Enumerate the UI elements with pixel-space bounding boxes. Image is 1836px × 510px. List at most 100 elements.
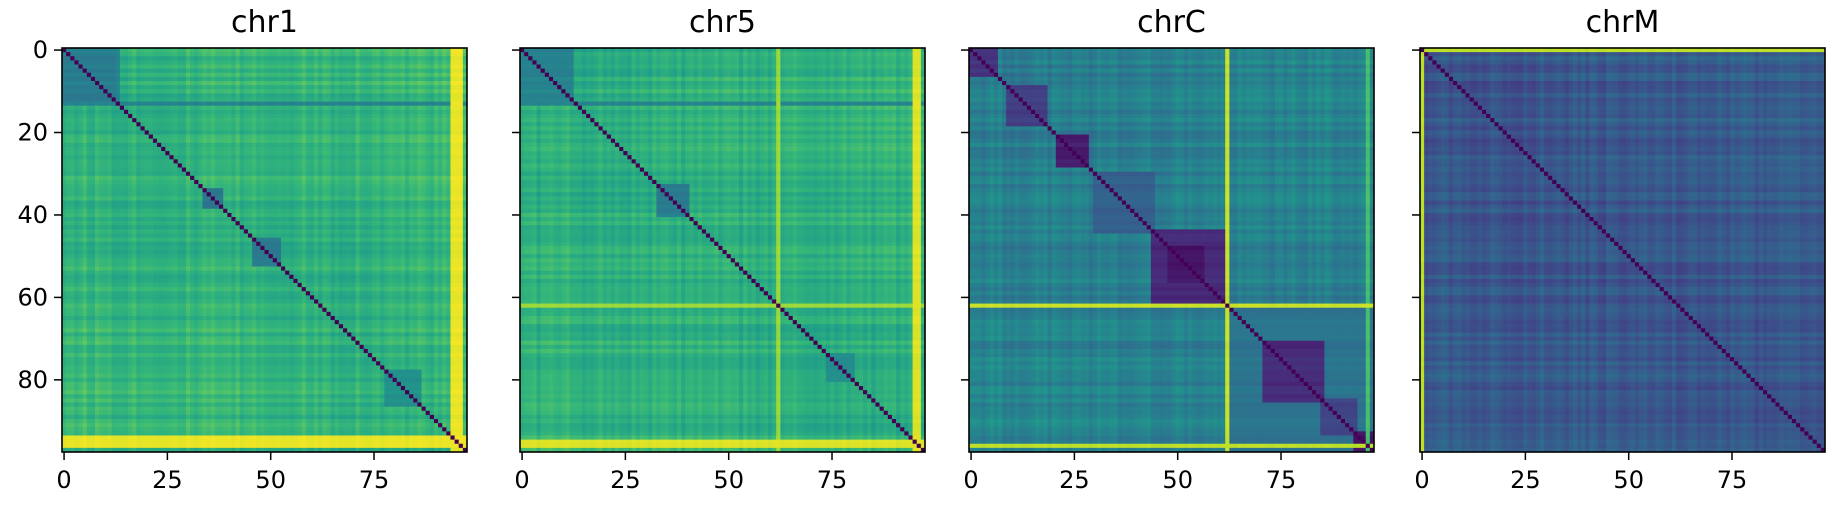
heatmap-cell xyxy=(79,97,83,101)
heatmap-cell xyxy=(306,118,310,122)
heatmap-cell xyxy=(417,64,421,68)
heatmap-cell xyxy=(136,69,140,73)
heatmap-cell xyxy=(318,60,322,64)
heatmap-cell xyxy=(112,106,116,110)
heatmap-cell xyxy=(302,102,306,106)
heatmap-cell xyxy=(265,93,269,97)
heatmap-cell xyxy=(413,102,417,106)
heatmap-cell xyxy=(360,85,364,89)
heatmap-cell xyxy=(384,110,388,114)
heatmap-cell xyxy=(231,73,235,77)
heatmap-cell xyxy=(248,102,252,106)
heatmap-cell xyxy=(413,64,417,68)
heatmap-cell xyxy=(393,114,397,118)
heatmap-cell xyxy=(128,130,132,134)
heatmap-cell xyxy=(252,110,256,114)
heatmap-cell xyxy=(401,73,405,77)
heatmap-cells xyxy=(62,48,467,452)
heatmap-cell xyxy=(347,122,351,126)
heatmap-cell xyxy=(219,60,223,64)
heatmap-cell xyxy=(91,122,95,126)
heatmap-cell xyxy=(95,106,99,110)
heatmap-cell xyxy=(95,102,99,106)
heatmap-cell xyxy=(174,114,178,118)
heatmap-cell xyxy=(182,60,186,64)
heatmap-cell xyxy=(397,73,401,77)
heatmap-cell xyxy=(265,89,269,93)
heatmap-cell xyxy=(190,126,194,130)
heatmap-cell xyxy=(136,114,140,118)
heatmap-cell xyxy=(203,56,207,60)
heatmap-cell xyxy=(145,81,149,85)
heatmap-cell xyxy=(83,85,87,89)
heatmap-cell xyxy=(417,106,421,110)
heatmap-cell xyxy=(132,110,136,114)
heatmap-cell xyxy=(388,97,392,101)
heatmap-cell xyxy=(223,56,227,60)
heatmap-cell xyxy=(446,114,450,118)
heatmap-cell xyxy=(149,114,153,118)
heatmap-cell xyxy=(174,52,178,56)
heatmap-cell xyxy=(422,102,426,106)
heatmap-cell xyxy=(99,52,103,56)
heatmap-cell xyxy=(364,52,368,56)
heatmap-cell xyxy=(446,73,450,77)
heatmap-cell xyxy=(302,122,306,126)
heatmap-cell xyxy=(417,60,421,64)
heatmap-cell xyxy=(211,89,215,93)
heatmap-cell xyxy=(289,60,293,64)
heatmap-cell xyxy=(422,81,426,85)
heatmap-cell xyxy=(120,60,124,64)
heatmap-cell xyxy=(207,64,211,68)
heatmap-cell xyxy=(186,60,190,64)
heatmap-cell xyxy=(269,102,273,106)
heatmap-cell xyxy=(207,110,211,114)
heatmap-cell xyxy=(99,69,103,73)
heatmap-cell xyxy=(136,106,140,110)
heatmap-cell xyxy=(215,118,219,122)
heatmap-cell xyxy=(161,56,165,60)
heatmap-cell xyxy=(215,97,219,101)
heatmap-cell xyxy=(207,60,211,64)
heatmap-cell xyxy=(269,81,273,85)
heatmap-cell xyxy=(273,114,277,118)
heatmap-cell xyxy=(198,64,202,68)
heatmap-cell xyxy=(103,126,107,130)
heatmap-cell xyxy=(198,114,202,118)
heatmap-cell xyxy=(438,114,442,118)
heatmap-cell xyxy=(66,81,70,85)
heatmap-cell xyxy=(83,126,87,130)
heatmap-cell xyxy=(405,110,409,114)
heatmap-cell xyxy=(376,114,380,118)
heatmap-cell xyxy=(227,118,231,122)
heatmap-cell xyxy=(343,69,347,73)
heatmap-cell xyxy=(335,64,339,68)
heatmap-cell xyxy=(91,73,95,77)
heatmap-cell xyxy=(120,97,124,101)
heatmap-cell xyxy=(227,77,231,81)
heatmap-cell xyxy=(459,85,463,89)
heatmap-cell xyxy=(87,64,91,68)
heatmap-cell xyxy=(70,52,74,56)
heatmap-cell xyxy=(153,69,157,73)
heatmap-cell xyxy=(289,77,293,81)
heatmap-cell xyxy=(388,73,392,77)
heatmap-cell xyxy=(153,102,157,106)
heatmap-cell xyxy=(409,81,413,85)
heatmap-cell xyxy=(124,110,128,114)
heatmap-cell xyxy=(413,69,417,73)
heatmap-cell xyxy=(455,110,459,114)
heatmap-cell xyxy=(364,69,368,73)
heatmap-cell xyxy=(368,93,372,97)
heatmap-cell xyxy=(322,77,326,81)
heatmap-cell xyxy=(397,81,401,85)
heatmap-cell xyxy=(87,60,91,64)
heatmap-cell xyxy=(95,118,99,122)
heatmap-cell xyxy=(260,73,264,77)
heatmap-cell xyxy=(422,122,426,126)
heatmap-cell xyxy=(351,122,355,126)
heatmap-cell xyxy=(186,64,190,68)
heatmap-cell xyxy=(446,85,450,89)
heatmap-cell xyxy=(74,122,78,126)
heatmap-cell xyxy=(417,56,421,60)
